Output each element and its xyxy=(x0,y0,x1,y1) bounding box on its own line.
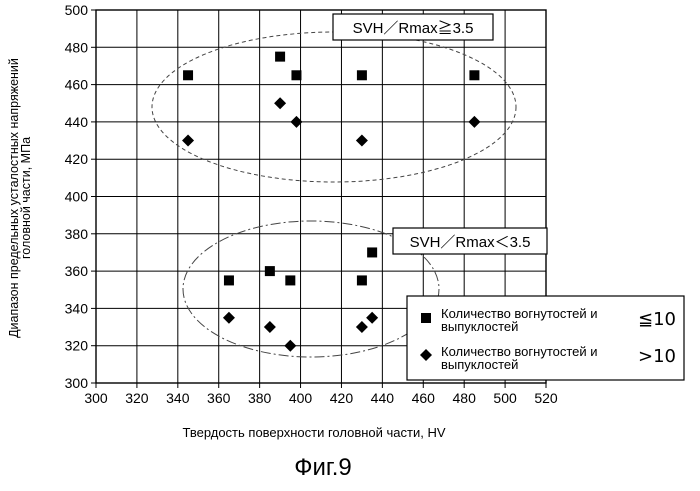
x-tick-label: 420 xyxy=(330,390,354,406)
y-tick-label: 380 xyxy=(65,226,89,242)
data-point-diamond xyxy=(356,135,368,147)
data-point-square xyxy=(367,247,377,257)
data-point-diamond xyxy=(182,135,194,147)
x-tick-label: 480 xyxy=(453,390,477,406)
legend: Количество вогнутостей и выпуклостей ≦10… xyxy=(407,296,684,380)
y-tick-label: 460 xyxy=(65,77,89,93)
data-point-diamond xyxy=(223,312,235,324)
data-point-diamond xyxy=(356,321,368,333)
x-tick-label: 320 xyxy=(125,390,149,406)
data-point-square xyxy=(357,70,367,80)
y-tick-label: 480 xyxy=(65,39,89,55)
y-tick-label: 440 xyxy=(65,114,89,130)
data-point-diamond xyxy=(366,312,378,324)
legend-square-marker xyxy=(421,313,431,323)
legend-series-1-label-line-2: выпуклостей xyxy=(441,319,518,334)
annotation-low-text: SVH／Rmax＜3.5 xyxy=(410,234,531,251)
annotation-low: SVH／Rmax＜3.5 xyxy=(393,228,547,254)
data-point-square xyxy=(183,70,193,80)
x-tick-label: 340 xyxy=(166,390,190,406)
figure-caption: Фиг.9 xyxy=(294,454,352,481)
annotation-high: SVH／Rmax≧3.5 xyxy=(333,14,493,40)
y-tick-labels: 300 320 340 360 380 400 420 440 460 480 500 xyxy=(65,2,89,391)
y-tick-label: 340 xyxy=(65,300,89,316)
data-point-square xyxy=(265,266,275,276)
y-axis-label-line-2: головной части, МПа xyxy=(19,137,33,259)
legend-series-2-label-line-2: выпуклостей xyxy=(441,357,518,372)
x-tick-label: 360 xyxy=(207,390,231,406)
x-tick-label: 380 xyxy=(248,390,272,406)
y-tick-label: 400 xyxy=(65,189,89,205)
data-point-diamond xyxy=(468,116,480,128)
x-tick-label: 500 xyxy=(493,390,517,406)
data-point-square xyxy=(291,70,301,80)
y-tick-label: 420 xyxy=(65,151,89,167)
x-tick-label: 460 xyxy=(412,390,436,406)
legend-series-1-condition: ≦10 xyxy=(638,309,676,330)
y-tick-label: 500 xyxy=(65,2,89,18)
data-point-diamond xyxy=(284,340,296,352)
y-tick-label: 300 xyxy=(65,375,89,391)
data-point-diamond xyxy=(274,97,286,109)
y-axis-label: Диапазон предельных усталостных напряжен… xyxy=(7,58,33,338)
data-point-square xyxy=(224,275,234,285)
y-tick-label: 360 xyxy=(65,263,89,279)
x-tick-labels: 300 320 340 360 380 400 420 440 460 480 500 520 xyxy=(84,390,558,406)
x-tick-label: 440 xyxy=(371,390,395,406)
annotation-high-text: SVH／Rmax≧3.5 xyxy=(353,20,474,37)
data-point-diamond xyxy=(264,321,276,333)
x-tick-label: 400 xyxy=(289,390,313,406)
x-tick-label: 520 xyxy=(534,390,558,406)
data-point-square xyxy=(357,275,367,285)
x-axis-label: Твердость поверхности головной части, HV xyxy=(182,425,445,440)
legend-series-2-condition: >10 xyxy=(638,346,676,367)
data-point-square xyxy=(285,275,295,285)
x-tick-label: 300 xyxy=(84,390,108,406)
data-point-square xyxy=(275,52,285,62)
data-point-square xyxy=(469,70,479,80)
y-tick-label: 320 xyxy=(65,338,89,354)
